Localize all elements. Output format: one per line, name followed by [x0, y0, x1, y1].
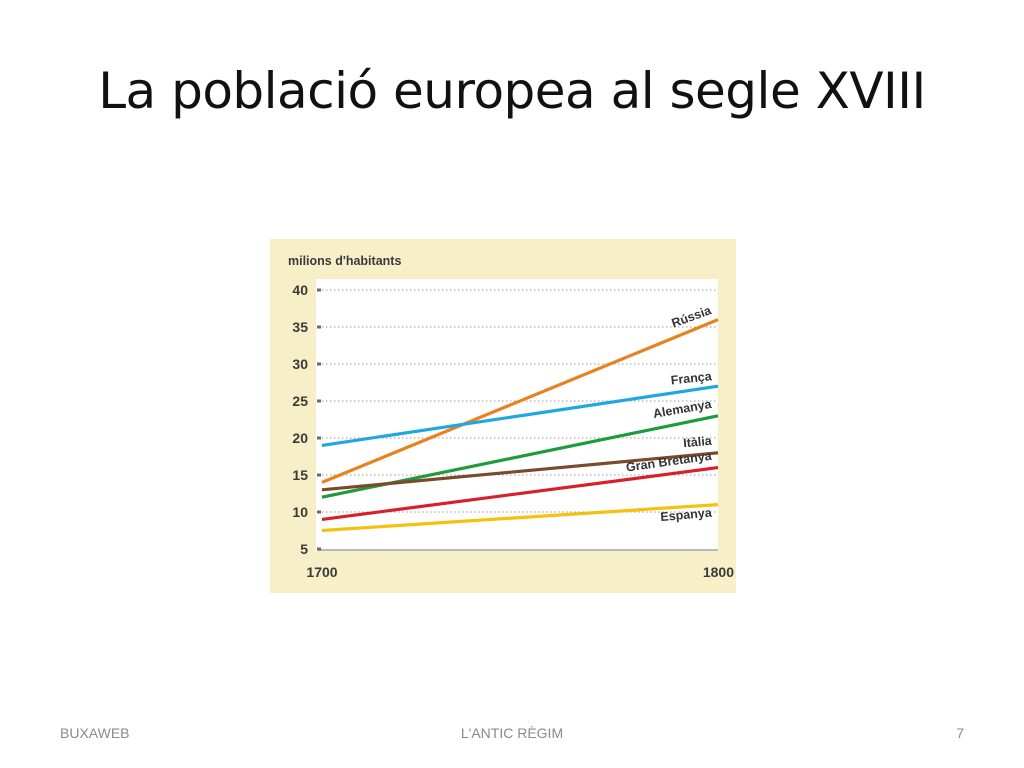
series-label: França	[670, 369, 713, 387]
footer-author: BUXAWEB	[60, 725, 130, 741]
y-tick-label: 5	[300, 541, 308, 557]
series-line-gran-bretanya	[321, 466, 719, 521]
population-chart: milions d'habitants 5 10 15 20 25 30 35 40 1700…	[270, 239, 736, 593]
y-tick-mark	[317, 399, 321, 403]
y-tick-labels: 5 10 15 20 25 30 35 40	[292, 282, 308, 557]
y-tick-label: 20	[292, 430, 308, 446]
y-tick-mark	[317, 547, 321, 551]
y-tick-mark	[317, 436, 321, 440]
y-tick-label: 25	[292, 393, 308, 409]
series-lines	[321, 318, 719, 533]
y-tick-label: 35	[292, 319, 308, 335]
y-tick-label: 30	[292, 356, 308, 372]
series-line-espanya	[321, 503, 719, 533]
series-label: Espanya	[660, 506, 713, 525]
footer-topic: L'ANTIC RÈGIM	[460, 725, 564, 741]
series-line-itàlia	[321, 451, 719, 492]
grid-lines	[317, 288, 718, 551]
y-tick-label: 15	[292, 467, 308, 483]
y-tick-label: 40	[292, 282, 308, 298]
y-tick-mark	[317, 473, 321, 477]
y-tick-mark	[317, 510, 321, 514]
y-tick-mark	[317, 325, 321, 329]
y-tick-mark	[317, 288, 321, 292]
chart-svg: milions d'habitants 5 10 15 20 25 30 35 40 1700…	[288, 254, 734, 580]
slide-title: La població europea al segle XVIII	[98, 62, 926, 120]
y-tick-mark	[317, 362, 321, 366]
page-number: 7	[956, 725, 964, 741]
x-tick-labels: 1700 1800	[306, 564, 734, 580]
x-tick-label: 1800	[703, 564, 734, 580]
y-axis-label: milions d'habitants	[288, 254, 401, 268]
series-line-rússia	[321, 318, 719, 484]
series-line-frança	[321, 384, 719, 447]
x-tick-label: 1700	[306, 564, 337, 580]
y-tick-label: 10	[292, 504, 308, 520]
series-label: Itàlia	[683, 434, 714, 451]
